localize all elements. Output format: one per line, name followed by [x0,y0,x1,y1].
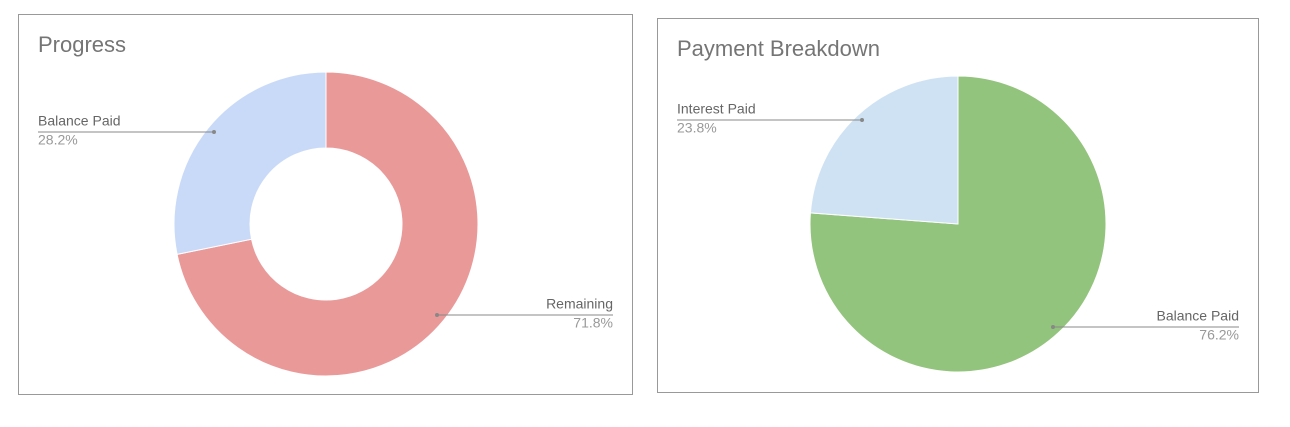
slice-label: Remaining [546,296,613,312]
slice-value-label: 28.2% [38,132,78,148]
leader-dot [1051,325,1055,329]
slice-label: Balance Paid [38,113,121,129]
donut-slice [176,71,479,377]
leader-dot [860,118,864,122]
slice-value-label: 23.8% [677,120,717,136]
pie-slice [809,75,959,225]
slice-label: Balance Paid [1156,308,1239,324]
slice-value-label: 76.2% [1199,327,1239,343]
chart-title: Progress [38,32,126,57]
slice-label: Interest Paid [677,101,756,117]
donut-slice [173,71,327,255]
slice-value-label: 71.8% [573,315,613,331]
chart-title: Payment Breakdown [677,36,880,61]
leader-dot [212,130,216,134]
leader-dot [435,313,439,317]
